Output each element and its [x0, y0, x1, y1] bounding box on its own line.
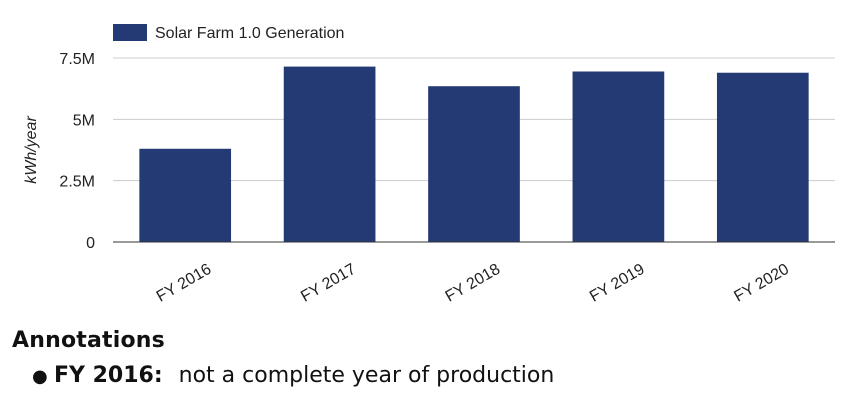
x-tick-label: FY 2020 — [731, 261, 792, 306]
bar — [139, 148, 232, 242]
y-tick-label: 0 — [86, 235, 95, 252]
x-tick-label: FY 2017 — [298, 261, 359, 306]
x-tick-label: FY 2016 — [154, 261, 215, 306]
y-axis-ticks: 0 2.5M 5M 7.5M — [59, 51, 95, 252]
bar — [428, 86, 520, 242]
bar — [716, 72, 809, 242]
annotation-label: FY 2016: — [54, 363, 163, 388]
legend-label: Solar Farm 1.0 Generation — [155, 25, 344, 42]
x-tick-label: FY 2018 — [443, 261, 504, 306]
annotations-title: Annotations — [12, 328, 165, 353]
y-tick-label: 2.5M — [59, 174, 95, 191]
x-tick-label: FY 2019 — [587, 261, 648, 306]
bar-chart: Solar Farm 1.0 Generation kWh/year 0 2.5M… — [23, 24, 835, 306]
bullet-icon: ● — [32, 366, 48, 387]
x-axis-ticks: FY 2016 FY 2017 FY 2018 FY 2019 FY 2020 — [154, 261, 792, 306]
y-tick-label: 5M — [73, 112, 95, 129]
chart-legend: Solar Farm 1.0 Generation — [113, 24, 344, 42]
annotation-text: not a complete year of production — [178, 363, 555, 388]
annotations-section: Annotations ● FY 2016: not a complete ye… — [12, 328, 852, 388]
bar — [572, 71, 665, 242]
bars — [139, 66, 809, 242]
y-tick-label: 7.5M — [59, 51, 95, 68]
annotation-item: ● FY 2016: not a complete year of produc… — [32, 363, 852, 388]
y-axis-title: kWh/year — [23, 116, 40, 184]
legend-swatch — [113, 24, 147, 41]
bar — [283, 66, 376, 242]
